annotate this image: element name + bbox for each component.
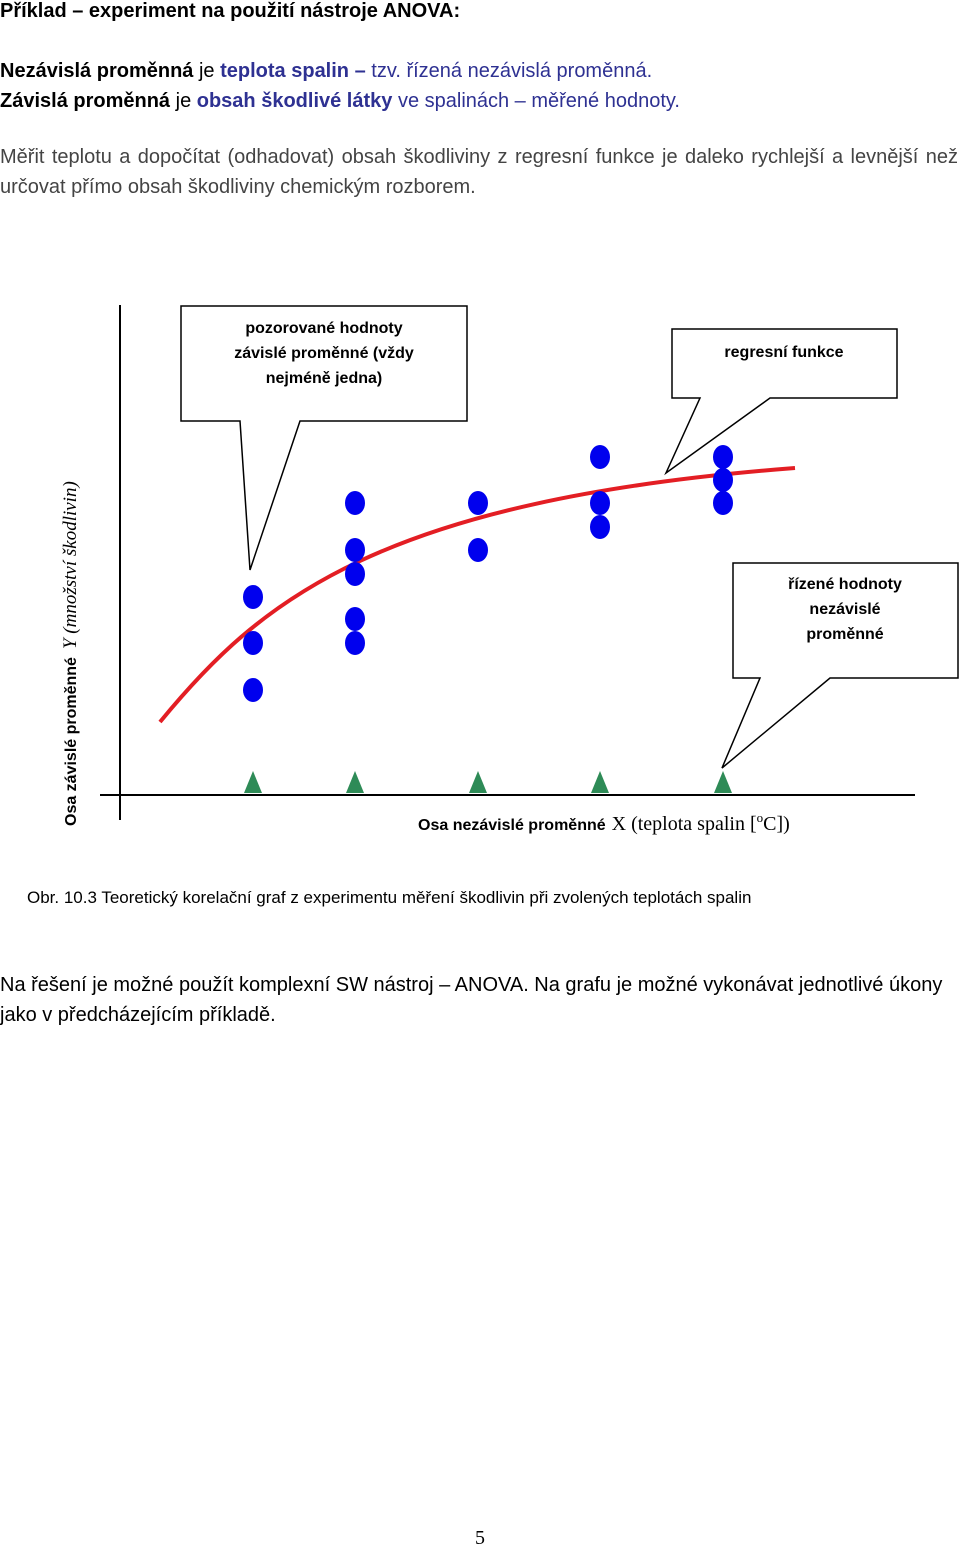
- callout-text: proměnné: [806, 626, 883, 643]
- text: tzv. řízená nezávislá proměnná.: [371, 60, 653, 82]
- triangle: [346, 771, 364, 793]
- conclusion: Na řešení je možné použít komplexní SW n…: [0, 974, 943, 1026]
- highlight: obsah škodlivé látky: [196, 90, 393, 112]
- point: [590, 515, 610, 539]
- point: [345, 562, 365, 586]
- paragraph: Měřit teplotu a dopočítat (odhadovat) ob…: [0, 146, 958, 198]
- point: [713, 491, 733, 515]
- callout-text: závislé proměnné (vždy: [234, 345, 414, 362]
- triangle: [591, 771, 609, 793]
- triangle: [244, 771, 262, 793]
- controlled-values: [244, 771, 732, 793]
- x-axis-main: Osa nezávislé proměnné: [418, 817, 606, 834]
- regression-curve: [158, 466, 796, 724]
- callout-text: pozorované hodnoty: [245, 320, 402, 337]
- intro-line: Závislá proměnná je obsah škodlivé látky…: [0, 86, 958, 116]
- point: [345, 607, 365, 631]
- point: [713, 468, 733, 492]
- text: je: [170, 90, 197, 112]
- point: [243, 678, 263, 702]
- point: [713, 445, 733, 469]
- y-axis-main: Osa závislé proměnné: [63, 657, 80, 826]
- triangle: [469, 771, 487, 793]
- diagram: pozorované hodnoty závislé proměnné (vžd…: [60, 305, 959, 835]
- title: Příklad – experiment na použití nástroje…: [0, 0, 461, 22]
- y-axis-symbol: Y (množství škodlivin): [60, 481, 81, 649]
- term: Nezávislá proměnná: [0, 60, 194, 82]
- x-axis-end: C]): [763, 813, 790, 835]
- point: [243, 631, 263, 655]
- triangle: [714, 771, 732, 793]
- callout-text: nezávislé: [809, 601, 880, 618]
- intro-line: Nezávislá proměnná je teplota spalin – t…: [0, 56, 958, 86]
- highlight: teplota spalin –: [220, 60, 372, 82]
- page-number: 5: [475, 1527, 485, 1549]
- point: [590, 491, 610, 515]
- point: [590, 445, 610, 469]
- point: [345, 491, 365, 515]
- observed-points: [243, 445, 733, 702]
- callout-box: [664, 328, 898, 476]
- callout-text: regresní funkce: [724, 344, 843, 361]
- callout-box: [180, 305, 468, 571]
- term: Závislá proměnná: [0, 90, 171, 112]
- callout-text: řízené hodnoty: [788, 576, 902, 593]
- point: [468, 538, 488, 562]
- point: [345, 538, 365, 562]
- y-axis-label: Osa závislé proměnné Y (množství škodlivi…: [60, 481, 81, 826]
- point: [468, 491, 488, 515]
- point: [345, 631, 365, 655]
- callout-text: nejméně jedna): [266, 370, 382, 387]
- intro: Nezávislá proměnná je teplota spalin – t…: [0, 56, 958, 116]
- text: ve spalinách – měřené hodnoty.: [392, 90, 680, 112]
- x-axis-superscript: o: [757, 810, 764, 825]
- x-axis-label: Osa nezávislé proměnné X (teplota spalin …: [418, 810, 790, 835]
- caption: Obr. 10.3 Teoretický korelační graf z ex…: [27, 888, 752, 907]
- point: [243, 585, 263, 609]
- text: je: [193, 60, 221, 82]
- callout-box: [721, 562, 959, 769]
- x-axis-symbol: X (teplota spalin [: [612, 813, 757, 835]
